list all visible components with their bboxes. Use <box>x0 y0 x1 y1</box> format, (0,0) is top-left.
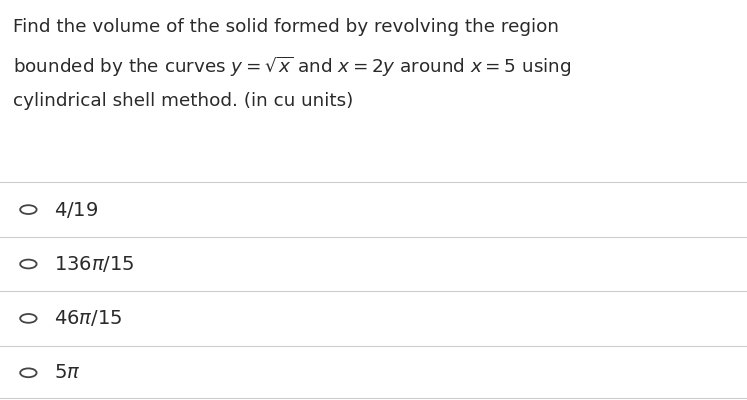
Text: $5\pi$: $5\pi$ <box>54 363 80 382</box>
Text: $46\pi/15$: $46\pi/15$ <box>54 308 122 328</box>
Text: $136\pi/15$: $136\pi/15$ <box>54 254 134 274</box>
Text: cylindrical shell method. (in cu units): cylindrical shell method. (in cu units) <box>13 92 354 110</box>
Text: Find the volume of the solid formed by revolving the region: Find the volume of the solid formed by r… <box>13 18 560 36</box>
Text: bounded by the curves $y = \sqrt{x}$ and $x = 2y$ around $x = 5$ using: bounded by the curves $y = \sqrt{x}$ and… <box>13 55 572 79</box>
Text: $4/19$: $4/19$ <box>54 200 98 220</box>
